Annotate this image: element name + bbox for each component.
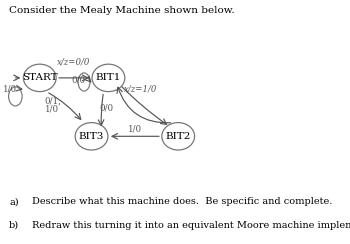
Text: 1/0: 1/0	[46, 105, 60, 114]
Text: 1/0: 1/0	[128, 125, 142, 134]
Text: x/z=1/0: x/z=1/0	[124, 84, 158, 93]
Text: Redraw this turning it into an equivalent Moore machine implementation.: Redraw this turning it into an equivalen…	[32, 221, 350, 230]
Text: a): a)	[9, 197, 19, 206]
Text: 0/1,: 0/1,	[44, 97, 61, 106]
Text: BIT2: BIT2	[166, 132, 191, 141]
Text: Consider the Mealy Machine shown below.: Consider the Mealy Machine shown below.	[9, 6, 235, 15]
Text: b): b)	[9, 221, 19, 230]
Text: BIT3: BIT3	[79, 132, 104, 141]
Text: x/z=0/0: x/z=0/0	[57, 58, 91, 67]
Text: 1/0: 1/0	[2, 85, 17, 94]
Text: 0/0: 0/0	[71, 76, 85, 85]
Text: Describe what this machine does.  Be specific and complete.: Describe what this machine does. Be spec…	[32, 197, 333, 206]
Text: BIT1: BIT1	[96, 73, 121, 82]
Text: START: START	[22, 73, 58, 82]
Text: 0/0: 0/0	[99, 104, 113, 113]
